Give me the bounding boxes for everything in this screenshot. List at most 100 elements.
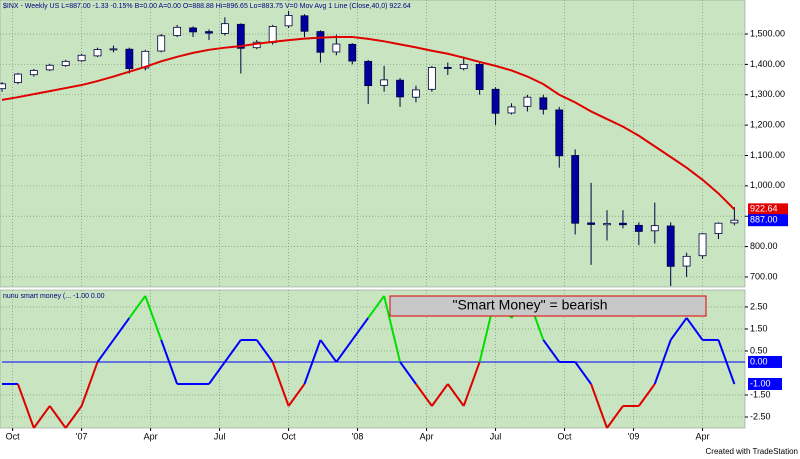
indicator-segment [80, 361, 99, 407]
candle-body [300, 15, 309, 32]
x-tick-label: Jul [490, 431, 502, 441]
candle-body [603, 223, 611, 226]
candle-body [443, 67, 452, 69]
last-value-label: 887.00 [750, 215, 778, 225]
indicator-segment [542, 339, 561, 363]
indicator-segment [335, 339, 354, 363]
indicator-segment [208, 361, 226, 385]
indicator-segment [685, 317, 704, 341]
indicator-segment [446, 383, 465, 407]
indicator-segment [415, 383, 433, 407]
indicator-segment [367, 295, 385, 319]
candle-body [348, 43, 357, 62]
y-tick-label: 0.50 [750, 345, 768, 355]
candle-body [475, 63, 484, 90]
x-tick-label: Oct [558, 431, 573, 441]
candle-body [587, 222, 595, 225]
candle-body [93, 49, 102, 57]
candle-body [284, 15, 293, 27]
last-value-label: 922.64 [750, 204, 778, 214]
panel-header: $INX - Weekly US L=887.00 -1.33 -0.15% B… [3, 3, 411, 10]
x-tick-label: Oct [282, 431, 297, 441]
y-tick-label: 1.50 [750, 323, 768, 333]
indicator-segment [64, 405, 83, 429]
indicator-segment [351, 317, 370, 341]
candle-body [491, 88, 500, 114]
candle-body [236, 23, 245, 49]
x-tick-label: Apr [696, 431, 710, 441]
y-tick-label: 1,400.00 [750, 59, 785, 69]
y-tick-label: 2.50 [750, 301, 768, 311]
y-tick-label: 1,200.00 [750, 120, 785, 130]
candle-body [173, 26, 182, 36]
candle-body [507, 106, 516, 114]
candle-body [61, 60, 70, 67]
indicator-segment [590, 383, 608, 429]
x-tick-label: Jul [214, 431, 226, 441]
candle-body [141, 50, 150, 69]
panel-header: nunu smart money (... -1.00 0.00 [3, 293, 105, 300]
y-tick-label: 800.00 [750, 241, 778, 251]
candle-body [364, 60, 373, 87]
indicator-segment [16, 383, 35, 429]
indicator-segment [33, 405, 51, 429]
candle-body [220, 23, 229, 34]
indicator-segment [462, 361, 481, 407]
y-tick-label: 700.00 [750, 271, 778, 281]
x-tick-label: Apr [420, 431, 434, 441]
candle-body [77, 54, 86, 62]
y-tick-label: -1.50 [750, 389, 771, 399]
indicator-segment [160, 339, 179, 385]
candle-body [380, 79, 389, 86]
indicator-segment [606, 405, 624, 429]
last-value-box [748, 203, 788, 216]
plot-background [0, 0, 746, 288]
candle-body [332, 43, 341, 53]
indicator-segment [96, 339, 115, 363]
candle-body [45, 64, 54, 71]
candle-body [459, 63, 468, 70]
indicator-segment [112, 317, 131, 341]
y-tick-label: 1,100.00 [750, 150, 785, 160]
indicator-segment [431, 383, 449, 407]
indicator-segment [271, 361, 290, 407]
candle-body [205, 31, 213, 34]
candle-body [539, 97, 548, 110]
indicator-segment [638, 383, 656, 407]
candle-body [619, 222, 627, 226]
last-value-box [748, 377, 782, 390]
moving-average-line [1, 36, 736, 211]
candle-body [0, 83, 6, 90]
candle-body [396, 79, 404, 98]
annotation-box [389, 295, 707, 317]
indicator-segment [303, 339, 322, 385]
x-tick-label: '09 [628, 431, 640, 441]
last-value-label: -1.00 [750, 378, 771, 388]
y-tick-label: 1,500.00 [750, 28, 785, 38]
candle-body [730, 219, 739, 224]
candle-body [714, 222, 723, 234]
y-tick-label: 1,000.00 [750, 180, 785, 190]
indicator-segment [128, 295, 147, 319]
candle-body [650, 225, 659, 232]
candle-body [427, 67, 436, 90]
indicator-segment [287, 383, 306, 407]
indicator-segment [144, 295, 163, 341]
x-tick-label: '08 [352, 431, 364, 441]
zero-label-box [748, 355, 782, 368]
annotation: "Smart Money" = bearish [452, 297, 607, 313]
candle-body [682, 255, 691, 267]
candle-body [698, 233, 707, 257]
candle-body [316, 31, 325, 53]
indicator-segment [399, 361, 417, 385]
indicator-segment [48, 405, 67, 429]
indicator-segment [653, 339, 672, 385]
candle-body [125, 48, 134, 70]
indicator-segment [224, 339, 242, 363]
indicator-segment [383, 295, 402, 363]
candle-body [14, 73, 22, 84]
indicator-segment [717, 339, 736, 385]
x-tick-label: '07 [76, 431, 88, 441]
candle-body [189, 27, 197, 33]
